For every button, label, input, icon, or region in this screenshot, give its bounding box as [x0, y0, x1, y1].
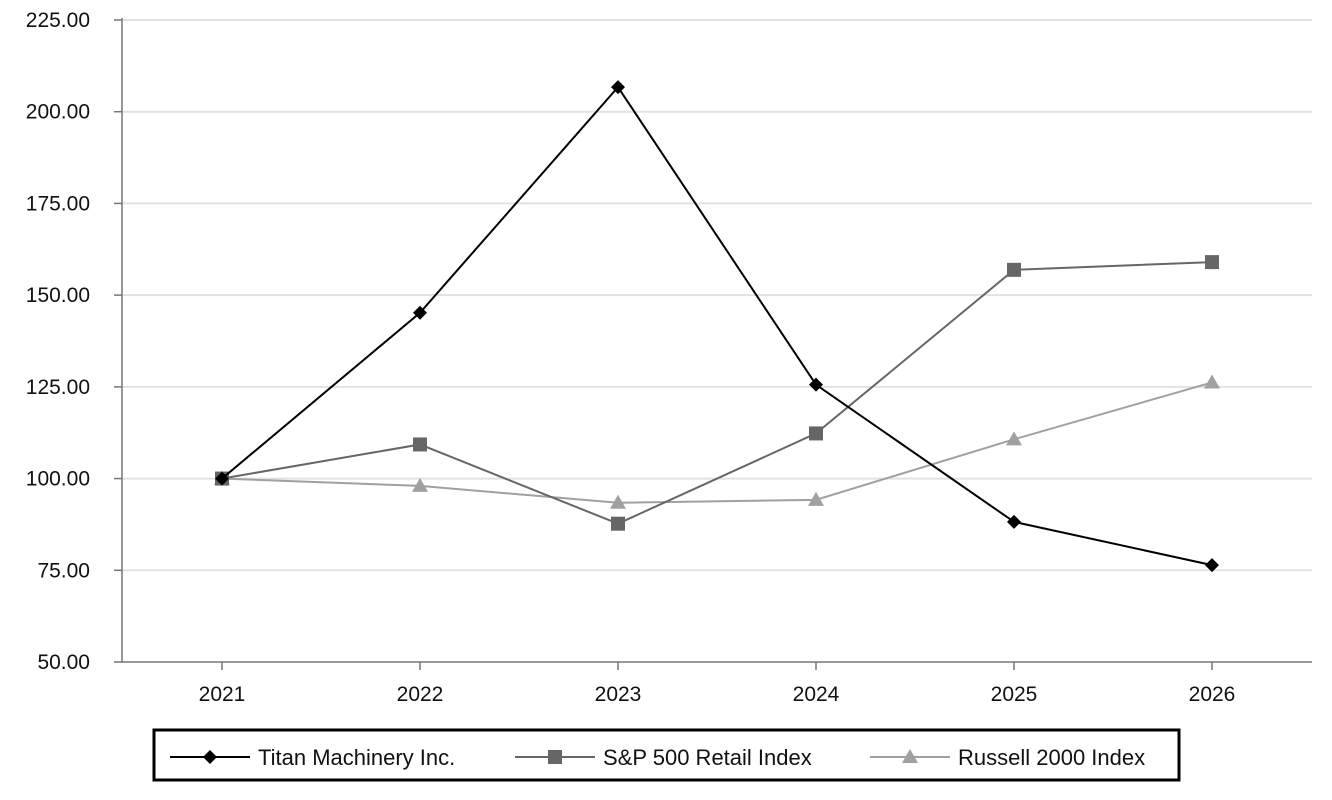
series-group: [214, 80, 1220, 573]
y-tick-label: 75.00: [37, 559, 90, 582]
legend: Titan Machinery Inc. S&P 500 Retail Index…: [152, 728, 1181, 782]
data-point-russell-2000-index: [412, 477, 428, 492]
x-axis-ticks: 2021 2022 2023 2024 2025 2026: [199, 662, 1236, 706]
series-line-s-p-500-retail-index: [221, 261, 1213, 525]
data-point-titan-machinery-inc: [611, 80, 625, 95]
data-point-titan-machinery-inc: [1007, 514, 1021, 529]
y-tick-label: 175.00: [26, 192, 90, 215]
legend-marker-s-p-500-retail-index: [548, 750, 562, 764]
data-point-titan-machinery-inc: [413, 305, 427, 320]
gridlines: [122, 19, 1312, 572]
data-point-s-p-500-retail-index: [413, 437, 427, 452]
legend-marker-titan-machinery-inc: [203, 750, 217, 764]
data-point-russell-2000-index: [610, 494, 626, 509]
x-tick-label: 2023: [595, 683, 642, 706]
x-tick-label: 2022: [397, 683, 444, 706]
x-tick-label: 2026: [1189, 683, 1236, 706]
y-tick-label: 125.00: [26, 376, 90, 399]
y-tick-label: 100.00: [26, 468, 90, 491]
y-tick-label: 50.00: [37, 651, 90, 674]
data-point-russell-2000-index: [1204, 374, 1220, 389]
data-point-s-p-500-retail-index: [611, 516, 625, 531]
data-point-s-p-500-retail-index: [1205, 255, 1219, 270]
x-tick-label: 2025: [991, 683, 1038, 706]
legend-box: [152, 728, 1181, 782]
data-point-titan-machinery-inc: [1205, 558, 1219, 573]
x-tick-label: 2021: [199, 683, 246, 706]
legend-label-s-p-500-retail-index: S&P 500 Retail Index: [603, 745, 812, 770]
legend-marker-russell-2000-index: [902, 749, 918, 763]
data-point-s-p-500-retail-index: [1007, 262, 1021, 277]
data-point-russell-2000-index: [1006, 431, 1022, 446]
series-line-titan-machinery-inc: [221, 85, 1213, 567]
data-point-titan-machinery-inc: [809, 377, 823, 392]
legend-label-russell-2000-index: Russell 2000 Index: [958, 745, 1145, 770]
legend-label-titan-machinery-inc: Titan Machinery Inc.: [258, 745, 455, 770]
y-axis-ticks: 50.00 75.00 100.00 125.00 150.00 175.00 200.00…: [26, 9, 122, 674]
data-point-titan-machinery-inc: [215, 471, 229, 486]
axes: [121, 18, 1312, 663]
series-line-russell-2000-index: [221, 381, 1213, 504]
y-tick-label: 150.00: [26, 284, 90, 307]
x-tick-label: 2024: [793, 683, 840, 706]
y-tick-label: 225.00: [26, 9, 90, 32]
y-tick-label: 200.00: [26, 101, 90, 124]
data-point-russell-2000-index: [808, 491, 824, 506]
data-point-s-p-500-retail-index: [809, 426, 823, 441]
